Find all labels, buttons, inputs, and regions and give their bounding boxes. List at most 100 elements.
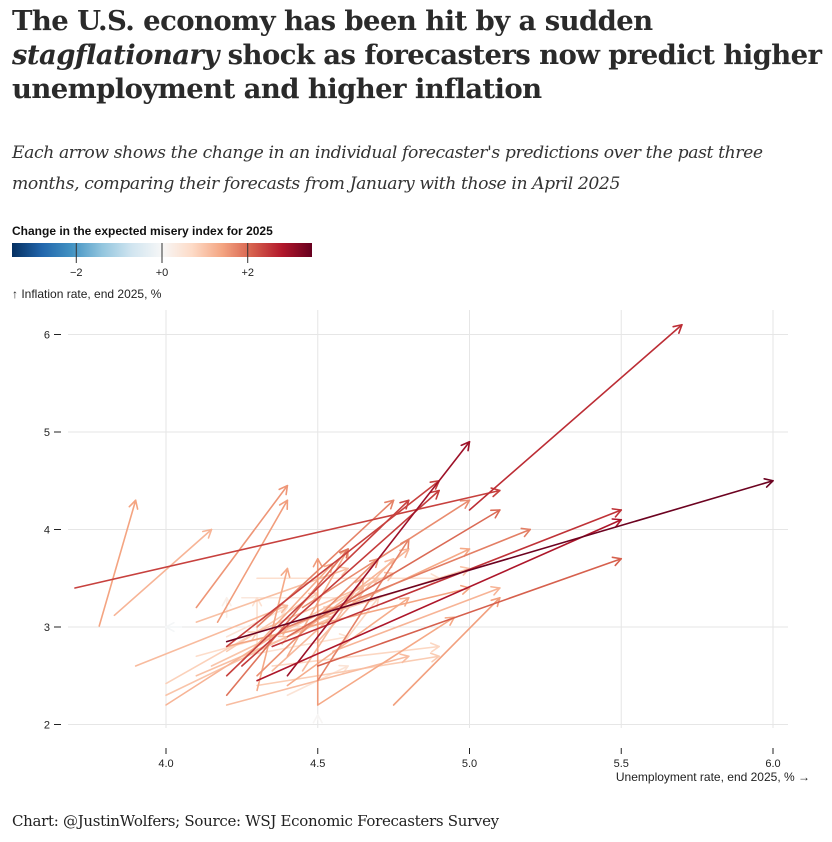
arrow-shaft bbox=[256, 518, 623, 682]
arrow-head bbox=[520, 527, 532, 538]
arrow-shaft bbox=[225, 548, 349, 697]
arrow-head bbox=[611, 508, 623, 518]
forecast-arrow bbox=[195, 566, 349, 623]
arrow-head bbox=[338, 548, 349, 559]
y-tick-label: 4 bbox=[44, 525, 50, 537]
forecast-arrow bbox=[286, 509, 501, 638]
arrow-shaft bbox=[271, 509, 623, 648]
forecast-arrow bbox=[271, 508, 623, 648]
y-tick-label: 3 bbox=[44, 622, 50, 634]
arrow-head bbox=[429, 652, 440, 663]
arrow-head bbox=[459, 547, 471, 558]
x-tick-label: 5.0 bbox=[462, 758, 477, 770]
legend-tick-label: −2 bbox=[70, 267, 83, 279]
arrow-shaft bbox=[195, 567, 349, 623]
arrow-head bbox=[251, 596, 263, 607]
arrow-shaft bbox=[392, 596, 501, 706]
arrow-shaft bbox=[225, 499, 410, 677]
y-axis-label: ↑ Inflation rate, end 2025, % bbox=[12, 287, 162, 301]
arrow-shaft bbox=[301, 499, 471, 609]
arrow-shaft bbox=[316, 616, 456, 706]
arrow-head bbox=[280, 567, 291, 579]
forecast-arrow bbox=[271, 642, 440, 667]
forecast-arrow bbox=[301, 499, 471, 609]
arrow-head bbox=[312, 557, 323, 568]
arrow-shaft bbox=[165, 631, 258, 685]
forecast-arrow bbox=[332, 585, 501, 653]
forecast-arrow bbox=[251, 596, 263, 653]
forecast-arrow bbox=[241, 489, 440, 667]
forecast-arrow bbox=[256, 518, 623, 682]
arrow-shaft bbox=[216, 499, 289, 623]
y-tick-label: 5 bbox=[44, 427, 50, 439]
arrow-head bbox=[490, 585, 501, 596]
arrow-shaft bbox=[241, 489, 440, 667]
arrow-head bbox=[312, 713, 323, 724]
arrow-shaft bbox=[286, 596, 410, 687]
arrow-head bbox=[611, 518, 623, 528]
arrow-head bbox=[611, 556, 623, 567]
arrow-shaft bbox=[74, 489, 501, 589]
arrow-shaft bbox=[225, 479, 774, 643]
arrow-head bbox=[399, 548, 410, 559]
forecast-arrow bbox=[316, 556, 623, 667]
arrow-head bbox=[399, 653, 410, 664]
forecast-arrow bbox=[286, 440, 471, 677]
arrow-head bbox=[128, 499, 139, 510]
arrow-head bbox=[201, 528, 213, 539]
arrow-head bbox=[384, 499, 395, 510]
forecast-arrow bbox=[165, 621, 182, 633]
arrow-shaft bbox=[332, 587, 501, 653]
x-tick-label: 4.5 bbox=[310, 758, 325, 770]
arrow-head bbox=[165, 621, 175, 633]
arrow-head bbox=[278, 484, 289, 496]
title-part2: shock as forecasters now predict higher … bbox=[12, 39, 822, 105]
forecast-arrow bbox=[316, 538, 410, 682]
arrow-shaft bbox=[195, 484, 289, 609]
forecast-arrow bbox=[392, 596, 501, 706]
arrow-head bbox=[459, 499, 471, 509]
arrow-head bbox=[400, 538, 410, 550]
arrow-head bbox=[672, 323, 683, 334]
x-tick-label: 6.0 bbox=[765, 758, 780, 770]
arrow-head bbox=[490, 509, 501, 519]
arrow-chart: 2 3 4 5 6 4.0 4.5 5.0 5.5 6.0 bbox=[44, 310, 788, 771]
forecast-arrow bbox=[225, 548, 349, 697]
forecast-arrow bbox=[225, 478, 774, 643]
arrow-head bbox=[278, 499, 289, 511]
arrow-shaft bbox=[271, 645, 440, 667]
arrow-shaft bbox=[468, 323, 683, 511]
forecast-arrow bbox=[113, 528, 213, 617]
title-italic-word: stagflationary bbox=[12, 39, 219, 71]
arrow-shaft bbox=[134, 604, 289, 667]
arrow-head bbox=[338, 566, 349, 576]
arrows bbox=[74, 323, 774, 724]
arrow-shaft bbox=[256, 557, 380, 677]
legend-tick-label: +2 bbox=[241, 267, 254, 279]
arrow-shaft bbox=[241, 635, 349, 658]
forecast-arrow bbox=[286, 527, 532, 628]
forecast-arrow bbox=[312, 713, 323, 724]
axes: 2 3 4 5 6 4.0 4.5 5.0 5.5 6.0 bbox=[44, 330, 781, 771]
gridlines bbox=[68, 310, 788, 728]
forecast-arrow bbox=[256, 652, 440, 687]
x-tick-label: 5.5 bbox=[614, 758, 629, 770]
arrow-head bbox=[430, 642, 440, 653]
arrow-head bbox=[490, 596, 501, 608]
legend-tick-label: +0 bbox=[156, 267, 169, 279]
arrow-head bbox=[460, 440, 471, 452]
chart-title: The U.S. economy has been hit by a sudde… bbox=[12, 4, 822, 106]
arrow-head bbox=[460, 584, 471, 595]
arrow-head bbox=[221, 596, 232, 607]
arrow-shaft bbox=[256, 655, 440, 687]
color-legend-title: Change in the expected misery index for … bbox=[12, 224, 273, 238]
arrow-shaft bbox=[225, 479, 440, 648]
arrow-shaft bbox=[286, 509, 501, 638]
color-legend: −2 +0 +2 bbox=[12, 243, 312, 279]
arrow-shaft bbox=[316, 538, 410, 682]
source-credit: Chart: @JustinWolfers; Source: WSJ Econo… bbox=[12, 812, 499, 830]
forecast-arrow bbox=[195, 484, 289, 609]
x-axis-label: Unemployment rate, end 2025, % → bbox=[615, 770, 810, 784]
x-tick-label: 4.0 bbox=[158, 758, 173, 770]
arrow-head bbox=[763, 478, 774, 488]
